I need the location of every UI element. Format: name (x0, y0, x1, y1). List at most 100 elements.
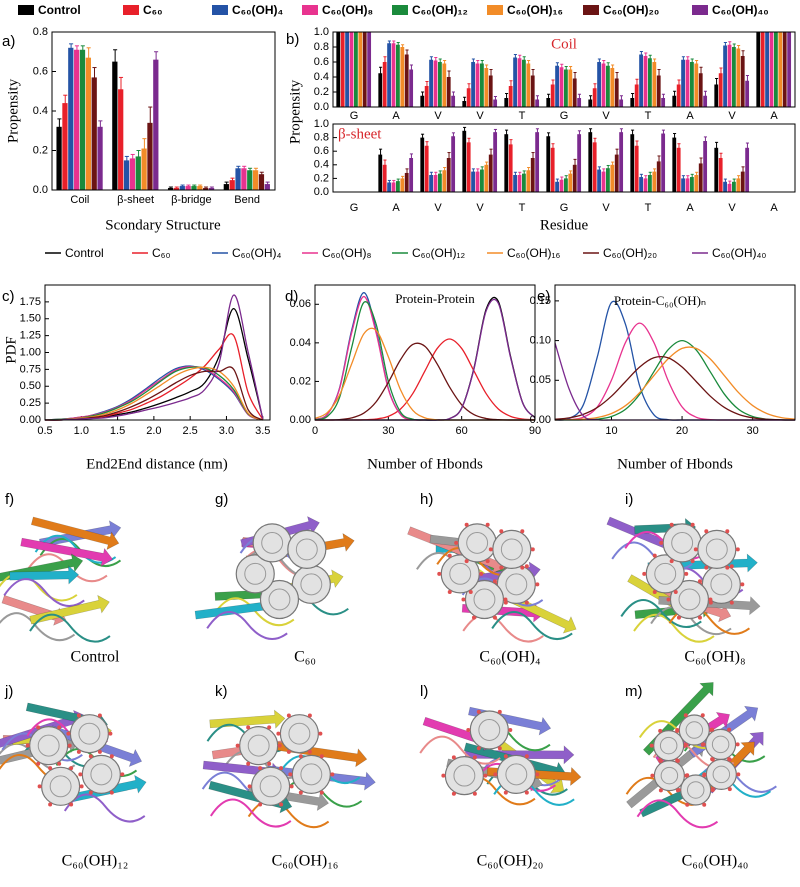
error-bar (615, 148, 619, 161)
bar (252, 170, 259, 190)
bar (513, 57, 517, 107)
hydroxyl (652, 590, 657, 595)
bar (727, 183, 732, 192)
bar (451, 95, 456, 107)
fullerene (662, 523, 702, 563)
hydroxyl (286, 713, 291, 718)
x-axis-title: Scondary Structure (105, 217, 221, 233)
bar (765, 32, 769, 107)
hydroxyl (464, 522, 469, 527)
fullerene (653, 760, 685, 792)
bar (396, 44, 400, 107)
error-bar (92, 67, 97, 88)
error-bar (69, 43, 74, 52)
hydroxyl (468, 590, 473, 595)
y-tick-label: 0.8 (314, 132, 329, 144)
error-bar (551, 79, 555, 89)
error-bar (425, 81, 429, 91)
error-bar (379, 148, 383, 161)
fullerene (291, 754, 331, 794)
bar (564, 69, 568, 107)
hydroxyl (454, 540, 459, 545)
error-bar (86, 47, 91, 68)
bar (652, 62, 657, 107)
hydroxyl (488, 547, 493, 552)
error-bar (489, 69, 493, 82)
error-bar (265, 181, 270, 187)
bar (345, 32, 349, 107)
y-tick-label: 0.02 (290, 375, 311, 387)
coil (620, 599, 702, 629)
hydroxyl (524, 754, 529, 759)
bar (718, 158, 723, 192)
bar (690, 62, 694, 107)
hydroxyl (286, 749, 291, 754)
x-tick-label: A (392, 202, 400, 214)
x-tick-label: 60 (456, 425, 468, 437)
bar (690, 177, 694, 192)
hydroxyl (503, 790, 508, 795)
hydroxyl (524, 600, 529, 605)
x-tick-label: T (645, 110, 652, 122)
hydroxyl (37, 784, 42, 789)
error-bar (657, 155, 661, 167)
bar (97, 126, 103, 190)
error-bar (661, 129, 665, 137)
error-bar (657, 69, 661, 82)
error-bar (573, 158, 577, 171)
error-bar (715, 141, 719, 154)
error-bar (681, 175, 685, 182)
hydroxyl (530, 547, 535, 552)
bar (153, 59, 159, 191)
hydroxyl (447, 553, 452, 558)
panel-label: m) (625, 683, 643, 700)
x-tick-label: 1.0 (74, 425, 89, 437)
coil (29, 613, 111, 643)
hydroxyl (503, 600, 508, 605)
error-bar (203, 186, 209, 190)
error-bar (98, 120, 103, 133)
error-bar (429, 171, 433, 178)
panel-label: l) (420, 683, 428, 700)
hydroxyl (483, 773, 488, 778)
bar (592, 142, 597, 192)
y-tick-label: 0.2 (314, 172, 329, 184)
hydroxyl (673, 590, 678, 595)
x-tick-label: 30 (747, 425, 759, 437)
coil (206, 611, 288, 640)
error-bar (438, 58, 442, 65)
error-bar (434, 57, 438, 64)
bar (718, 73, 723, 107)
error-bar (447, 152, 451, 164)
error-bar (619, 128, 623, 136)
hydroxyl (710, 787, 715, 792)
bar (698, 163, 703, 192)
bar (760, 32, 765, 107)
hydroxyl (447, 590, 452, 595)
y-tick-label: 0.25 (20, 397, 41, 409)
bar (732, 47, 736, 107)
x-tick-label: V (728, 110, 736, 122)
legend-label: C₆₀(OH)₁₂ (412, 3, 468, 17)
hydroxyl (649, 743, 654, 748)
error-bar (522, 56, 526, 63)
fullerene-ring (466, 531, 489, 554)
bar (530, 75, 535, 107)
y-tick-label: 0.00 (20, 414, 41, 426)
bar (79, 49, 86, 191)
fullerene-ring (654, 562, 677, 585)
error-bar (677, 79, 681, 89)
hydroxyl (451, 755, 456, 760)
fullerene-ring (90, 763, 113, 786)
y-tick-label: 0.2 (33, 144, 48, 156)
hydroxyl (492, 615, 497, 620)
error-bar (690, 58, 694, 65)
error-bar (728, 180, 732, 187)
error-bar (493, 128, 497, 135)
legend-label: C₆₀(OH)₄ (232, 3, 284, 17)
error-bar (518, 54, 522, 62)
fullerene-ring (259, 775, 282, 798)
bar (601, 171, 606, 192)
hydroxyl (109, 754, 114, 759)
fullerene (287, 529, 327, 570)
